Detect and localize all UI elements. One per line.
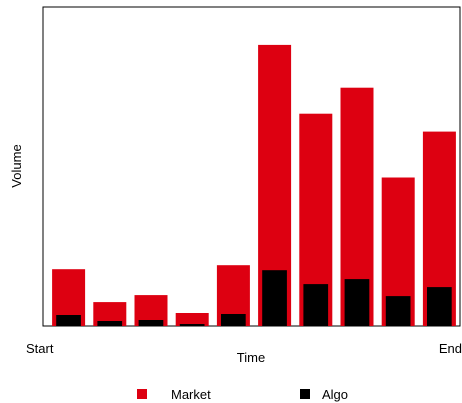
y-axis-label: Volume — [9, 144, 24, 187]
bar-algo-2 — [97, 321, 123, 326]
legend-swatch-market — [137, 389, 147, 399]
bar-algo-5 — [221, 314, 246, 326]
x-end-label: End — [439, 341, 462, 356]
bar-algo-9 — [385, 296, 411, 326]
x-start-label: Start — [26, 341, 54, 356]
legend-label-algo: Algo — [322, 387, 348, 402]
plot-frame — [42, 6, 461, 327]
bar-algo-7 — [303, 284, 329, 326]
bar-algo-4 — [179, 324, 205, 326]
bar-algo-3 — [138, 320, 164, 326]
legend: Market Algo — [137, 387, 348, 402]
x-axis-label: Time — [237, 350, 265, 365]
bars-layer — [52, 44, 456, 327]
legend-swatch-algo — [300, 389, 310, 399]
legend-label-market: Market — [171, 387, 211, 402]
bar-algo-1 — [56, 315, 81, 326]
bar-market-4 — [175, 313, 209, 326]
bar-market-2 — [93, 302, 127, 326]
bar-algo-8 — [344, 279, 370, 326]
bar-algo-10 — [427, 287, 452, 326]
bar-algo-6 — [262, 270, 287, 326]
